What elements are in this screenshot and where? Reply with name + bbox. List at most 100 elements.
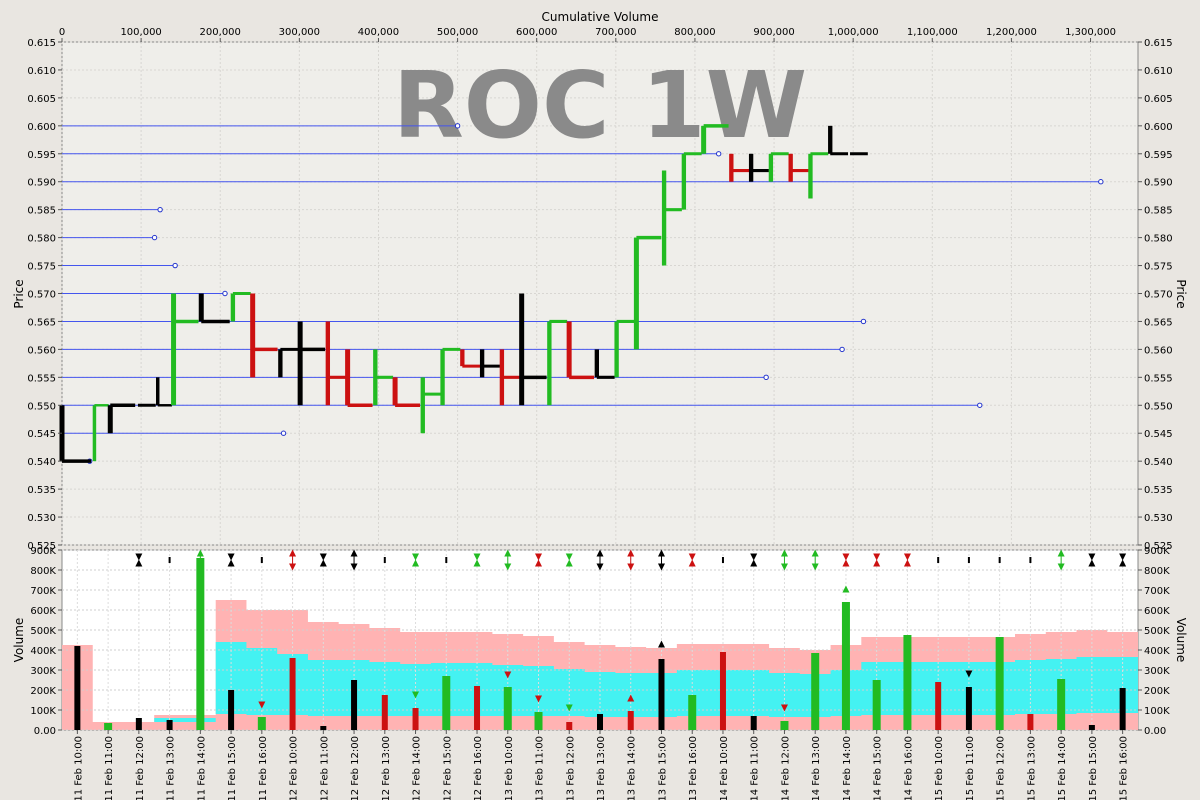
ohlc-bar (278, 347, 299, 378)
volume-bar (351, 680, 358, 730)
signal-marker (1057, 549, 1065, 571)
volume-bar (1027, 714, 1034, 730)
signal-arrow-down (1119, 553, 1127, 561)
price-level-marker (763, 374, 769, 381)
price-tick-label-right: 0.560 (1144, 345, 1173, 356)
ohlc-bar (420, 377, 441, 434)
ohlc-bar (92, 404, 109, 462)
price-tick-label-left: 0.585 (27, 206, 56, 217)
price-axis-title-left: Price (12, 279, 26, 308)
volume-tick-label-right: 500K (1144, 626, 1170, 637)
cumulative-volume-tick-label: 800,000 (674, 27, 715, 38)
signal-arrow-up (535, 559, 543, 567)
signal-arrow-up (750, 559, 758, 567)
time-tick-label: 11 Feb 16:00 (258, 736, 269, 800)
volume-tick-label-left: 500K (30, 626, 56, 637)
signal-arrow-down (227, 553, 235, 561)
price-tick-label-left: 0.530 (27, 513, 56, 524)
signal-arrow-down (842, 553, 850, 561)
bar-signal-marker (965, 670, 973, 678)
signal-arrow-down (657, 563, 665, 571)
time-tick-label: 12 Feb 12:00 (350, 736, 361, 800)
signal-marker (135, 553, 143, 567)
price-tick-label-right: 0.580 (1144, 234, 1173, 245)
ohlc-bar (768, 152, 789, 182)
signal-arrow-down (903, 553, 911, 561)
volume-bar (903, 635, 912, 730)
signal-arrow-up (1057, 549, 1065, 557)
signal-arrow-down (873, 553, 881, 561)
volume-tick-label-left: 700K (30, 586, 56, 597)
volume-bar (534, 712, 543, 730)
volume-bar (995, 637, 1004, 730)
signal-arrow-down (1088, 553, 1096, 561)
time-tick-label: 14 Feb 12:00 (780, 736, 791, 800)
signal-marker (780, 549, 788, 571)
price-tick-label-right: 0.585 (1144, 206, 1173, 217)
volume-tick-label-right: 400K (1144, 646, 1170, 657)
ohlc-bar (633, 235, 662, 350)
time-tick-label: 12 Feb 11:00 (319, 736, 330, 800)
ohlc-bar (729, 153, 750, 182)
ohlc-bar (701, 124, 729, 154)
volume-bar (627, 711, 634, 730)
time-tick-label: 15 Feb 12:00 (996, 736, 1007, 800)
ohlc-bar (479, 349, 500, 378)
volume-markers (135, 549, 1127, 712)
price-tick-label-left: 0.535 (27, 485, 56, 496)
price-tick-label-left: 0.580 (27, 234, 56, 245)
volume-bar (474, 686, 481, 730)
price-tick-label-left: 0.590 (27, 178, 56, 189)
price-tick-label-left: 0.570 (27, 290, 56, 301)
volume-bar (381, 695, 388, 730)
signal-arrow-up (657, 549, 665, 557)
signal-marker (565, 553, 573, 567)
price-tick-label-right: 0.615 (1144, 38, 1173, 49)
price-tick-label-left: 0.595 (27, 150, 56, 161)
signal-arrow-up (350, 549, 358, 557)
signal-marker (903, 553, 911, 567)
price-tick-label-left: 0.560 (27, 345, 56, 356)
time-tick-label: 14 Feb 15:00 (873, 736, 884, 800)
time-tick-label: 14 Feb 13:00 (811, 736, 822, 800)
watermark-text: ROC 1W (393, 52, 807, 159)
signal-arrow-up (873, 559, 881, 567)
volume-bar (412, 708, 419, 730)
signal-arrow-down (688, 553, 696, 561)
price-level-marker (151, 234, 158, 241)
signal-arrow-down (412, 553, 420, 561)
volume-bar (688, 695, 697, 730)
signal-marker (596, 549, 604, 571)
volume-bar (566, 722, 573, 730)
price-tick-label-left: 0.610 (27, 66, 56, 77)
cumulative-volume-tick-label: 1,300,000 (1065, 27, 1116, 38)
price-tick-label-right: 0.545 (1144, 429, 1173, 440)
signal-marker (289, 549, 297, 571)
volume-bar (104, 723, 113, 730)
signal-marker (811, 549, 819, 571)
ohlc-bar (198, 293, 230, 324)
signal-arrow-down (1057, 563, 1065, 571)
ohlc-bar (392, 377, 421, 408)
bar-signal-marker (412, 691, 420, 699)
volume-bar (872, 680, 881, 730)
signal-arrow-down (596, 563, 604, 571)
signal-marker (412, 553, 420, 567)
volume-bar (166, 720, 173, 730)
signal-marker (1119, 553, 1127, 567)
volume-tick-label-left: 300K (30, 666, 56, 677)
volume-bar (1057, 679, 1066, 730)
signal-marker (750, 553, 758, 567)
bar-signal-marker (504, 671, 512, 679)
ohlc-bar (325, 321, 346, 406)
signal-arrow-up (842, 559, 850, 567)
cumulative-volume-tick-label: 300,000 (279, 27, 320, 38)
time-tick-label: 13 Feb 14:00 (627, 736, 638, 800)
signal-marker (873, 553, 881, 567)
volume-panel: 0.00 0.00 100K 100K 200K 200K 300K 300K 400K 400K… (12, 546, 1188, 800)
ohlc-bar (748, 153, 769, 182)
cumulative-volume-tick-label: 600,000 (516, 27, 557, 38)
time-tick-label: 11 Feb 13:00 (166, 736, 177, 800)
price-level-marker (454, 123, 461, 129)
ohlc-bar (661, 170, 682, 266)
